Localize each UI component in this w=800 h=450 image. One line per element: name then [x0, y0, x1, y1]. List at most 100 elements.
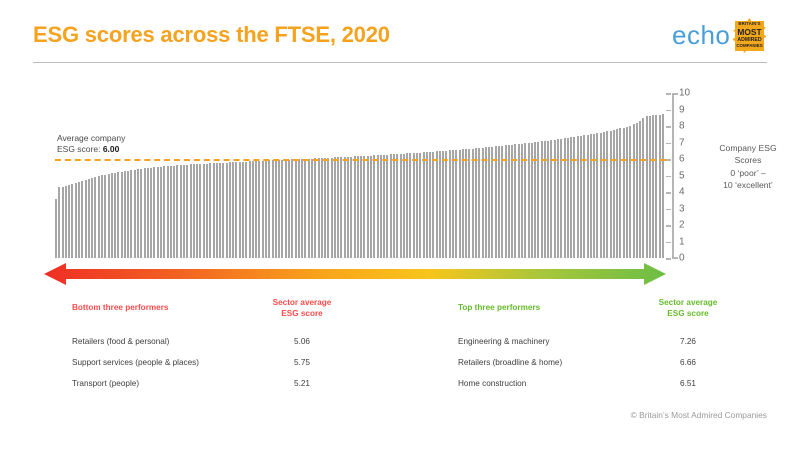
bar [278, 160, 281, 258]
sector-score: 5.21 [294, 379, 310, 389]
bar [593, 133, 596, 258]
bar [517, 144, 520, 258]
badge-line-2: MOST [737, 27, 762, 37]
bar [642, 118, 645, 258]
bar [301, 159, 304, 258]
bar [353, 156, 356, 258]
y-axis-tick [666, 142, 671, 144]
bar [373, 155, 376, 258]
score-spectrum-arrow-icon [44, 262, 666, 286]
bar [160, 166, 162, 258]
bar [261, 160, 264, 258]
bar [530, 142, 533, 258]
bar [304, 158, 307, 258]
bar [566, 137, 569, 258]
y-axis-tick-label: 3 [679, 203, 685, 214]
bar [130, 170, 133, 258]
badge-line-3: ADMIRED [737, 37, 762, 43]
bar [501, 145, 504, 258]
bar [606, 131, 609, 258]
bar [465, 149, 468, 258]
bar [514, 144, 517, 258]
bar [350, 156, 353, 258]
sector-score: 6.66 [680, 358, 696, 368]
bar [81, 180, 84, 258]
bar [297, 159, 300, 258]
bar [547, 140, 550, 258]
bottom-header-score-line2: ESG score [281, 308, 323, 318]
average-score-line [55, 159, 666, 161]
bar [58, 187, 61, 258]
bar [274, 160, 277, 258]
bar [84, 179, 87, 258]
bar [602, 131, 605, 258]
bar [94, 176, 97, 258]
bar [652, 115, 655, 258]
bar [461, 149, 464, 258]
bottom-table-header-sector: Bottom three performers [72, 303, 169, 312]
bar [77, 181, 80, 258]
sector-name: Support services (people & places) [72, 358, 199, 368]
bar [212, 163, 215, 258]
bottom-performers-table: Bottom three performers Sector average E… [72, 298, 372, 394]
badge-line-4: COMPANIES [736, 43, 763, 48]
y-axis-tick-label: 0 [679, 252, 685, 264]
bar [435, 151, 438, 258]
y-axis-tick-label: 6 [679, 153, 685, 165]
bar [543, 140, 546, 258]
bar [133, 169, 136, 258]
bar [320, 158, 323, 258]
bar [507, 145, 510, 258]
bar [399, 153, 402, 258]
sector-name: Retailers (food & personal) [72, 337, 170, 347]
bar [442, 150, 445, 258]
bar [156, 167, 159, 258]
bar [143, 168, 146, 258]
bar [222, 162, 225, 258]
bar [432, 151, 435, 258]
bar [248, 161, 251, 258]
sector-name: Home construction [458, 379, 527, 389]
bar [74, 182, 77, 258]
bar [580, 135, 582, 258]
bar [153, 167, 156, 258]
bar [550, 140, 553, 258]
y-axis-line [672, 93, 674, 258]
top-header-score-line1: Sector average [658, 298, 718, 307]
bar [186, 164, 189, 258]
bar [347, 156, 350, 258]
badge-line-1: BRITAIN'S [738, 21, 761, 26]
bar [629, 125, 632, 258]
bottom-table-header: Bottom three performers Sector average E… [72, 298, 372, 319]
bar [330, 157, 333, 258]
header-divider [33, 62, 767, 63]
y-axis-tick [666, 126, 671, 128]
bar [173, 165, 176, 258]
top-table-header-sector: Top three performers [458, 303, 541, 312]
sector-name: Engineering & machinery [458, 337, 550, 347]
bar [114, 172, 117, 258]
bar [645, 116, 648, 258]
bar [625, 126, 628, 258]
slide-header: ESG scores across the FTSE, 2020 echo BR… [0, 0, 800, 70]
bar [481, 147, 484, 258]
bar [146, 168, 149, 258]
bar [484, 147, 487, 258]
y-axis-caption: Company ESG Scores 0 ‘poor’ – 10 ‘excell… [700, 142, 796, 192]
bar [586, 134, 589, 258]
axis-caption-line-2: Scores [734, 155, 762, 166]
echo-logo: echo [672, 20, 731, 50]
y-axis-tick-label: 7 [679, 137, 685, 148]
bar [573, 136, 576, 258]
bar [100, 175, 103, 258]
bar [104, 174, 107, 258]
bar [317, 158, 320, 258]
table-row: Engineering & machinery 7.26 [458, 331, 748, 352]
bar [324, 157, 327, 258]
bar [596, 133, 599, 258]
table-row: Transport (people) 5.21 [72, 373, 372, 394]
top-performers-table: Top three performers Sector average ESG … [458, 298, 748, 394]
average-score-annotation: Average company ESG score: 6.00 [57, 133, 125, 156]
bar [314, 158, 317, 258]
bar [189, 164, 192, 258]
